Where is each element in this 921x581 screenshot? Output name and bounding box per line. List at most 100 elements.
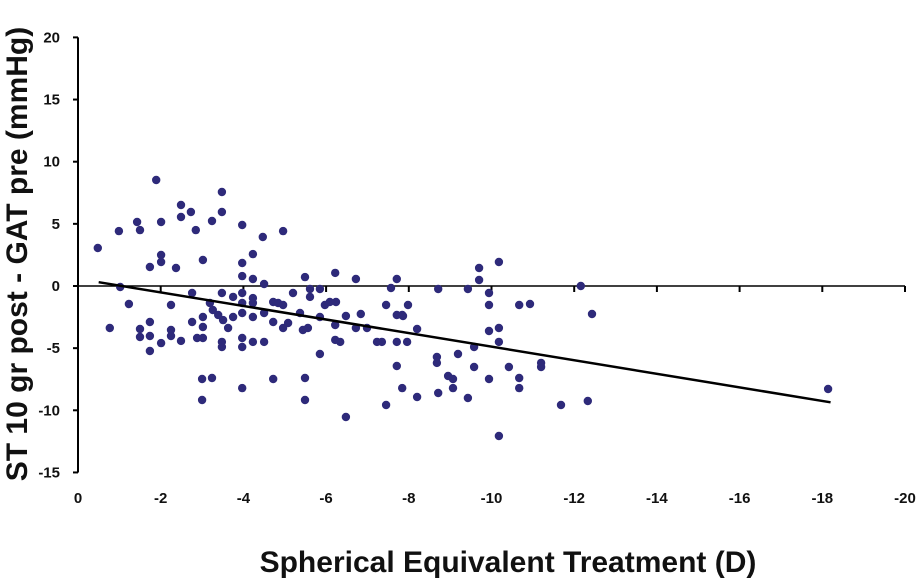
data-point xyxy=(453,349,463,359)
data-point xyxy=(356,309,365,319)
data-point xyxy=(135,324,145,334)
data-point xyxy=(248,249,258,259)
data-point xyxy=(238,383,247,393)
data-point xyxy=(536,362,546,372)
data-point xyxy=(156,338,166,348)
data-point xyxy=(351,274,361,284)
data-point xyxy=(191,225,200,235)
data-point xyxy=(208,305,217,315)
x-ticks: 0 -2 -4 -6 -8 -10 -12 -14 -16 -18 -20 xyxy=(74,286,916,507)
data-point xyxy=(392,274,401,284)
data-point xyxy=(474,263,484,273)
data-point xyxy=(228,292,238,302)
y-tick-label: -10 xyxy=(38,402,60,419)
data-point xyxy=(494,323,504,333)
data-point xyxy=(238,220,247,230)
data-point xyxy=(93,243,103,253)
data-point xyxy=(331,297,341,307)
data-point xyxy=(305,292,315,302)
data-point xyxy=(156,257,166,267)
data-point xyxy=(515,383,524,393)
data-point xyxy=(145,317,155,327)
x-tick-label: -6 xyxy=(319,490,332,507)
data-point xyxy=(434,284,443,294)
data-point xyxy=(300,373,310,383)
data-point xyxy=(238,342,247,352)
y-tick-label: 20 xyxy=(43,29,60,46)
data-point xyxy=(207,373,217,383)
x-tick-label: -20 xyxy=(894,490,916,507)
data-point xyxy=(448,383,458,393)
data-point xyxy=(269,317,278,327)
data-point xyxy=(248,337,258,347)
x-tick-label: -12 xyxy=(563,490,585,507)
x-axis-title: Spherical Equivalent Treatment (D) xyxy=(260,546,757,579)
data-point xyxy=(166,325,176,335)
data-point xyxy=(432,358,442,368)
data-point xyxy=(171,263,181,273)
axes xyxy=(77,37,905,473)
data-point xyxy=(145,346,155,356)
data-point xyxy=(166,300,176,310)
data-point xyxy=(135,332,145,342)
data-point xyxy=(484,288,494,298)
data-point xyxy=(283,318,293,328)
data-point xyxy=(412,324,422,334)
data-point xyxy=(823,384,833,394)
data-point xyxy=(278,226,288,236)
data-point xyxy=(300,395,310,405)
data-point xyxy=(278,300,288,310)
data-point xyxy=(398,383,407,393)
data-point xyxy=(132,217,142,227)
data-point xyxy=(432,352,442,362)
data-point xyxy=(474,275,484,285)
data-point xyxy=(269,374,278,384)
data-point xyxy=(288,288,298,298)
data-point xyxy=(197,395,207,405)
data-point xyxy=(207,216,217,226)
data-point xyxy=(392,337,401,347)
y-tick-label: -15 xyxy=(38,464,60,481)
data-point xyxy=(105,323,115,333)
data-point xyxy=(217,207,227,217)
trend-line xyxy=(98,280,831,404)
data-point xyxy=(198,312,208,322)
data-point xyxy=(238,333,247,343)
data-point xyxy=(412,392,422,402)
data-point xyxy=(238,258,247,268)
data-point xyxy=(331,268,340,278)
data-point xyxy=(248,298,258,308)
data-point xyxy=(258,232,267,242)
data-point xyxy=(386,283,396,293)
x-tick-label: 0 xyxy=(74,490,82,507)
data-point xyxy=(305,284,315,294)
y-ticks: 20 15 10 5 0 -5 -10 -15 xyxy=(38,29,78,481)
data-point xyxy=(300,272,310,282)
data-point xyxy=(218,315,228,325)
data-point xyxy=(166,331,176,341)
data-point xyxy=(469,362,479,372)
data-point xyxy=(515,373,524,383)
data-point xyxy=(124,299,134,309)
data-point xyxy=(176,212,186,222)
y-tick-label: 5 xyxy=(52,216,60,233)
x-tick-label: -10 xyxy=(481,490,503,507)
y-tick-label: 0 xyxy=(52,278,60,295)
data-point xyxy=(135,225,145,235)
x-tick-label: -18 xyxy=(811,490,833,507)
data-point xyxy=(217,187,227,197)
data-point xyxy=(217,342,227,352)
data-point xyxy=(494,337,504,347)
data-point xyxy=(156,217,166,227)
data-point xyxy=(463,393,473,403)
data-point xyxy=(156,250,166,260)
data-point xyxy=(176,336,186,346)
data-point xyxy=(145,331,155,341)
data-point xyxy=(392,361,401,371)
data-point xyxy=(587,309,597,319)
data-point xyxy=(152,175,161,185)
data-point xyxy=(315,349,325,359)
data-point xyxy=(187,317,197,327)
data-point xyxy=(484,374,494,384)
